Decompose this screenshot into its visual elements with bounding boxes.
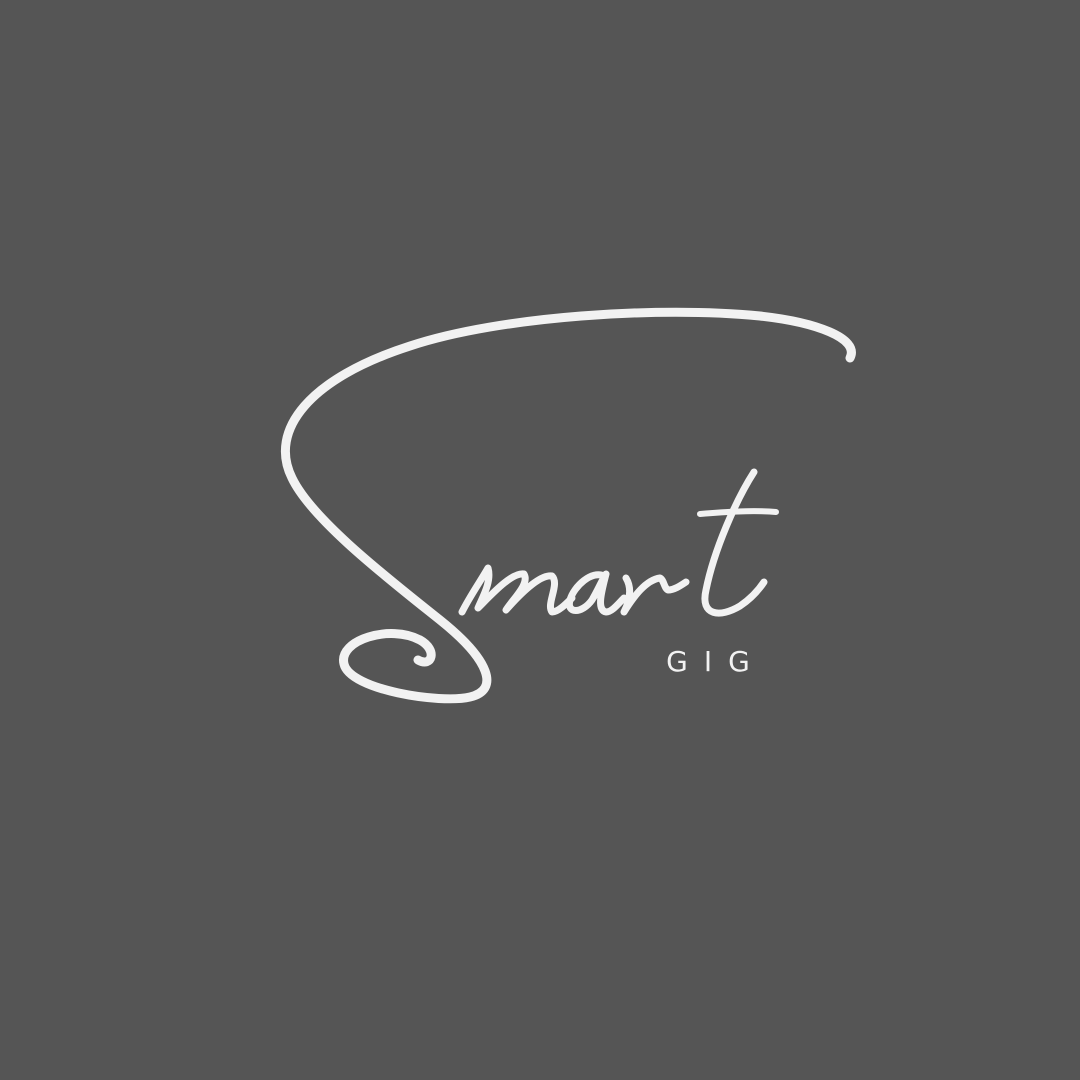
letter-t-stem bbox=[701, 468, 768, 617]
letter-a bbox=[565, 570, 628, 616]
letter-r bbox=[620, 574, 690, 616]
letter-m bbox=[458, 564, 576, 616]
s-stroke bbox=[280, 307, 856, 704]
subtitle-text: GIG bbox=[666, 645, 766, 678]
letter-t-crossbar bbox=[697, 508, 779, 517]
